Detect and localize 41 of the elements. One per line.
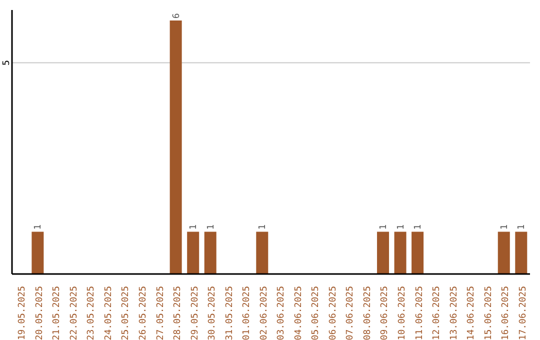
x-tick-label: 04.06.2025: [294, 286, 304, 340]
x-tick-label: 10.06.2025: [398, 286, 408, 340]
x-tick-label: 20.05.2025: [34, 286, 45, 340]
data-label: 6: [172, 13, 182, 19]
x-tick-label: 11.06.2025: [414, 286, 425, 340]
x-tick-label: 03.06.2025: [276, 286, 287, 340]
x-tick-label: 14.06.2025: [466, 286, 477, 340]
x-tick-label: 07.06.2025: [346, 286, 356, 340]
data-label: 1: [379, 224, 390, 230]
data-label: 1: [396, 224, 406, 230]
x-tick-label: 09.06.2025: [380, 286, 390, 340]
x-tick-label: 02.06.2025: [259, 286, 270, 340]
x-tick-label: 01.06.2025: [242, 286, 252, 340]
data-label: 1: [206, 224, 216, 230]
y-tick-label: 5: [2, 60, 12, 66]
data-label: 1: [189, 224, 200, 230]
data-label: 1: [500, 224, 510, 230]
x-tick-label: 30.05.2025: [208, 286, 218, 340]
x-tick-label: 29.05.2025: [190, 286, 200, 340]
x-tick-label: 26.05.2025: [138, 286, 148, 340]
x-tick-label: 25.05.2025: [121, 286, 132, 340]
x-tick-label: 22.05.2025: [69, 286, 80, 340]
x-tick-label: 15.06.2025: [484, 286, 494, 340]
data-label: 1: [414, 224, 424, 230]
x-tick-label: 08.06.2025: [362, 286, 373, 340]
x-tick-label: 19.05.2025: [18, 286, 28, 340]
data-label: 1: [258, 224, 268, 230]
x-tick-label: 23.05.2025: [86, 286, 97, 340]
data-label: 1: [34, 224, 44, 230]
x-tick-label: 31.05.2025: [224, 286, 235, 340]
x-tick-label: 12.06.2025: [432, 286, 442, 340]
data-label: 1: [517, 224, 528, 230]
x-tick-label: 21.05.2025: [52, 286, 62, 340]
x-tick-label: 06.06.2025: [328, 286, 338, 340]
x-tick-label: 24.05.2025: [104, 286, 114, 340]
x-tick-label: 13.06.2025: [449, 286, 460, 340]
x-tick-label: 05.06.2025: [311, 286, 322, 340]
x-tick-label: 17.06.2025: [518, 286, 528, 340]
x-tick-label: 28.05.2025: [173, 286, 184, 340]
x-tick-label: 16.06.2025: [501, 286, 512, 340]
x-tick-label: 27.05.2025: [156, 286, 166, 340]
